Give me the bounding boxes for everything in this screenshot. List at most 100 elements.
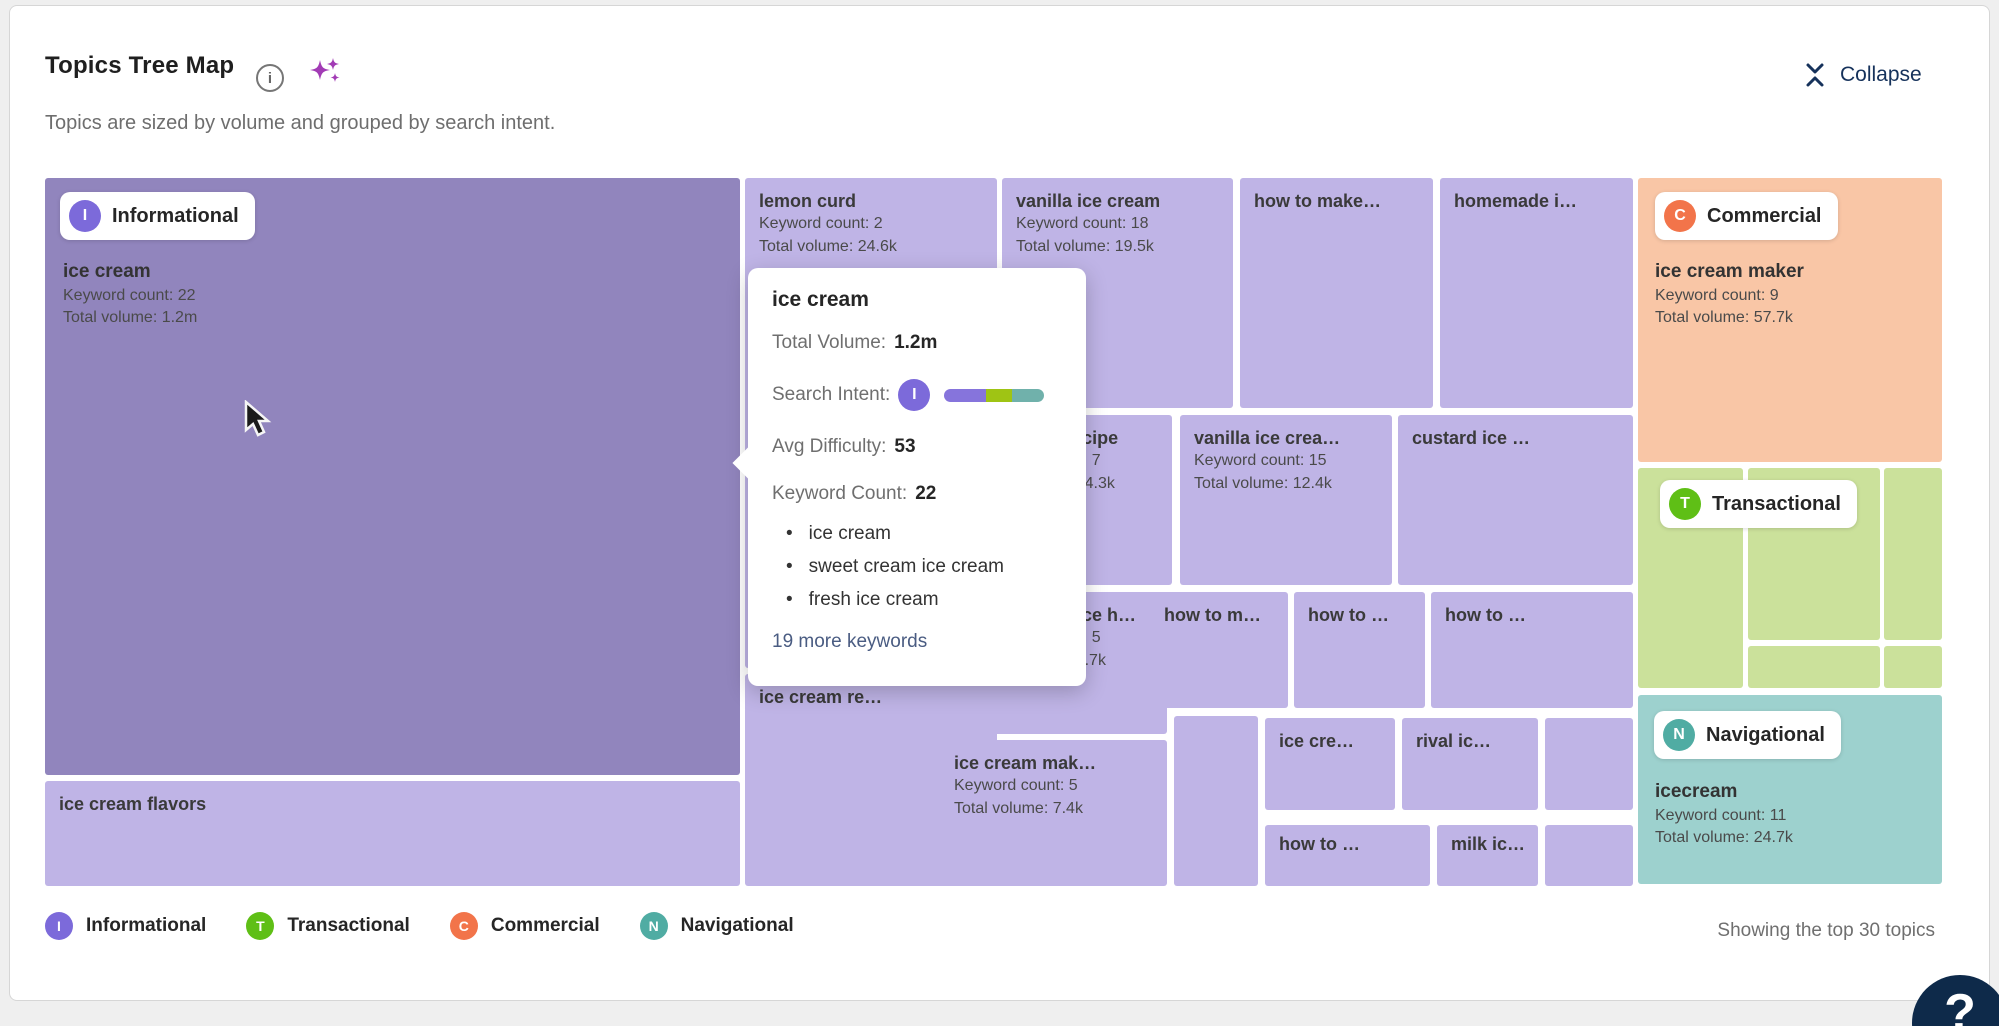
treemap-box-ice-cream[interactable]: I Informational ice cream Keyword count:…	[45, 178, 740, 775]
box-total-volume: Total volume: 57.7k	[1655, 309, 1793, 327]
box-title: icecream	[1655, 781, 1738, 802]
commercial-intent-icon: C	[449, 912, 478, 940]
treemap-box-vanilla-ice-crea[interactable]: vanilla ice crea… Keyword count: 15 Tota…	[1180, 415, 1392, 585]
box-title: ice cream mak…	[954, 753, 1097, 773]
informational-intent-icon: I	[69, 200, 101, 232]
topic-tooltip: ice cream Total Volume: 1.2m Search Inte…	[732, 268, 1086, 686]
treemap-box-how-to-make[interactable]: how to make…	[1240, 178, 1433, 408]
box-title: lemon curd	[759, 191, 857, 211]
collapse-button[interactable]: Collapse	[1803, 62, 1922, 88]
legend-label: Transactional	[287, 915, 410, 936]
keyword-list-item: • sweet cream ice cream	[786, 556, 1004, 577]
box-title: how to make…	[1254, 191, 1382, 211]
navigational-intent-icon: N	[1663, 719, 1695, 751]
treemap-box-how-to-2[interactable]: how to …	[1294, 592, 1425, 708]
tooltip-volume-label: Total Volume:	[772, 332, 887, 353]
commercial-intent-icon: C	[1664, 200, 1696, 232]
tooltip-volume-value: 1.2m	[894, 332, 938, 353]
treemap-box-transactional-4[interactable]	[1884, 468, 1942, 640]
topics-count-note: Showing the top 30 topics	[1717, 920, 1935, 941]
tooltip-title: ice cream	[772, 288, 869, 311]
treemap-box-homemade-i[interactable]: homemade i…	[1440, 178, 1633, 408]
intent-bar-informational-segment	[944, 388, 987, 402]
treemap-box-ice-cream-mak[interactable]: ice cream mak… Keyword count: 5 Total vo…	[940, 740, 1167, 886]
intent-badge-transactional: T Transactional	[1660, 480, 1857, 528]
box-title: milk ic…	[1451, 834, 1526, 854]
treemap-box-custard-ice[interactable]: custard ice …	[1398, 415, 1633, 585]
tooltip-keyword-count-value: 22	[915, 483, 937, 504]
intent-badge-label: Navigational	[1706, 723, 1825, 746]
page-title: Topics Tree Map	[45, 52, 235, 79]
intent-badge-label: Informational	[112, 204, 239, 227]
treemap-box-ice-cream-maker[interactable]: C Commercial ice cream maker Keyword cou…	[1638, 178, 1942, 462]
treemap-box-unlabeled-3[interactable]	[1545, 825, 1633, 886]
treemap-box-how-to-m[interactable]: how to m…	[1150, 592, 1288, 708]
box-title: rival ic…	[1416, 731, 1492, 751]
ai-sparkles-icon[interactable]	[306, 58, 346, 94]
informational-intent-icon: I	[45, 912, 73, 940]
treemap-box-transactional-3[interactable]	[1748, 646, 1880, 688]
help-question-mark: ?	[1944, 984, 1976, 1026]
intent-badge-commercial: C Commercial	[1655, 192, 1838, 240]
navigational-intent-icon: N	[639, 912, 668, 940]
treemap-box-icecream-nav[interactable]: N Navigational icecream Keyword count: 1…	[1638, 695, 1942, 884]
box-total-volume: Total volume: 7.4k	[954, 800, 1083, 818]
box-title: ice cream re…	[759, 687, 883, 707]
box-total-volume: Total volume: 24.7k	[1655, 829, 1793, 847]
box-title: homemade i…	[1454, 191, 1578, 211]
collapse-icon	[1806, 63, 1824, 87]
box-title: vanilla ice crea…	[1194, 428, 1341, 448]
box-title: ice cream flavors	[59, 794, 207, 814]
box-title: custard ice …	[1412, 428, 1531, 448]
legend-label: Commercial	[490, 915, 600, 936]
tooltip-intent-label: Search Intent:	[772, 384, 891, 405]
box-total-volume: Total volume: 12.4k	[1194, 475, 1332, 493]
widget-subtitle: Topics are sized by volume and grouped b…	[45, 112, 556, 134]
box-title: ice cream	[63, 261, 151, 282]
help-button[interactable]: ?	[1912, 975, 1999, 1026]
intent-badge-informational: I Informational	[60, 192, 255, 240]
legend-label: Informational	[86, 915, 207, 936]
box-title: vanilla ice cream	[1016, 191, 1161, 211]
informational-intent-icon: I	[898, 379, 931, 411]
box-total-volume: Total volume: 24.6k	[759, 238, 897, 256]
box-total-volume: Total volume: 19.5k	[1016, 238, 1154, 256]
more-keywords-link[interactable]: 19 more keywords	[772, 631, 928, 652]
box-title: how to m…	[1164, 605, 1261, 625]
treemap-box-ice-cream-flavors[interactable]: ice cream flavors	[45, 781, 740, 886]
intent-legend: I Informational T Transactional C Commer…	[45, 912, 794, 940]
intent-badge-label: Transactional	[1712, 492, 1841, 515]
treemap-box-transactional-5[interactable]	[1884, 646, 1942, 688]
intent-bar-navigational-segment	[1012, 388, 1045, 402]
treemap-box-ice-cre[interactable]: ice cre…	[1265, 718, 1395, 810]
intent-bar-transactional-segment	[986, 388, 1013, 402]
box-keyword-count: Keyword count: 11	[1655, 806, 1787, 824]
treemap-box-how-to-3[interactable]: how to …	[1431, 592, 1633, 708]
treemap-box-rival-ic[interactable]: rival ic…	[1402, 718, 1538, 810]
tooltip-difficulty-label: Avg Difficulty:	[772, 436, 887, 457]
treemap-box-how-to-4[interactable]: how to …	[1265, 825, 1430, 886]
legend-item-transactional: T Transactional	[246, 912, 410, 940]
keyword-list-item: • ice cream	[786, 523, 892, 544]
box-total-volume: Total volume: 1.2m	[63, 309, 198, 327]
treemap-box-unlabeled-2[interactable]	[1545, 718, 1633, 810]
transactional-intent-icon: T	[1669, 488, 1701, 520]
treemap-box-unlabeled-1[interactable]	[1174, 716, 1258, 886]
intent-badge-navigational: N Navigational	[1654, 711, 1841, 759]
box-keyword-count: Keyword count: 15	[1194, 452, 1327, 470]
info-icon[interactable]: i	[256, 64, 284, 92]
box-keyword-count: Keyword count: 18	[1016, 215, 1149, 233]
box-title: ice cream maker	[1655, 261, 1804, 282]
treemap-box-milk-ic[interactable]: milk ic…	[1437, 825, 1538, 886]
tooltip-keyword-list: • ice cream • sweet cream ice cream • fr…	[772, 517, 1062, 616]
collapse-label: Collapse	[1840, 63, 1922, 86]
keyword-list-item: • fresh ice cream	[786, 589, 939, 610]
transactional-intent-icon: T	[246, 912, 275, 940]
legend-label: Navigational	[680, 915, 794, 936]
box-keyword-count: Keyword count: 9	[1655, 286, 1779, 304]
legend-item-informational: I Informational	[45, 912, 206, 940]
intent-badge-label: Commercial	[1707, 204, 1822, 227]
tooltip-difficulty-value: 53	[894, 436, 916, 457]
tooltip-keyword-count-label: Keyword Count:	[772, 483, 908, 504]
